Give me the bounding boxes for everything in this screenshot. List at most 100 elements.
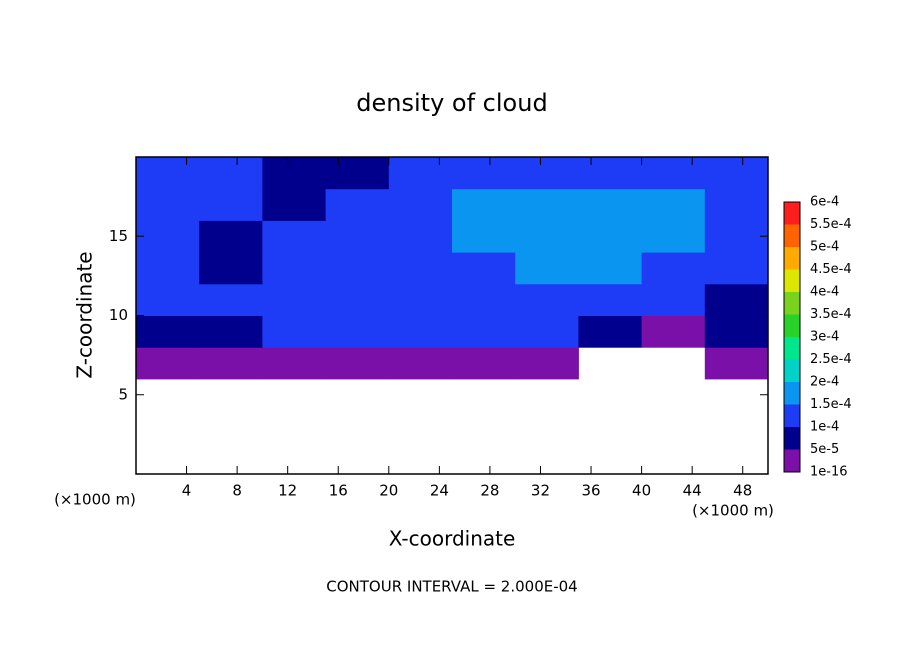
contour-cell [452, 315, 516, 348]
colorbar-label: 1.5e-4 [810, 397, 852, 412]
contour-cell [136, 315, 200, 348]
x-tick-label: 44 [683, 482, 702, 500]
contour-cell [199, 347, 263, 380]
contour-cell [704, 220, 769, 253]
colorbar-swatch [784, 404, 800, 427]
contour-cell [325, 283, 390, 316]
contour-cell [515, 220, 579, 253]
contour-cell [388, 188, 453, 221]
colorbar-label: 1e-4 [810, 420, 839, 435]
colorbar-label: 2.5e-4 [810, 352, 852, 367]
y-tick-label: 15 [109, 227, 128, 245]
contour-cell [388, 283, 453, 316]
colorbar-swatch [784, 449, 800, 472]
colorbar-label: 5e-5 [810, 442, 839, 457]
colorbar-label: 6e-4 [810, 195, 839, 210]
colorbar-frame [783, 201, 801, 473]
contour-cell [452, 220, 516, 253]
contour-cell [325, 252, 390, 285]
colorbar-swatch [784, 359, 800, 382]
contour-cell [452, 347, 516, 380]
contour-cell [136, 252, 200, 285]
contour-cell [262, 283, 327, 316]
colorbar-label: 4e-4 [810, 285, 839, 300]
colorbar-swatch [784, 224, 800, 247]
contour-cell [136, 283, 200, 316]
contour-cell [515, 315, 579, 348]
contour-cell [452, 252, 516, 285]
contour-cell [641, 188, 706, 221]
contour-cell [388, 252, 453, 285]
contour-cell [578, 252, 643, 285]
colorbar-swatch [784, 314, 800, 337]
contour-cell [136, 220, 200, 253]
contour-cell [262, 347, 327, 380]
colorbar-label: 4.5e-4 [810, 262, 852, 277]
contour-cell [388, 220, 453, 253]
contour-cell [199, 283, 263, 316]
x-tick-label: 28 [480, 482, 499, 500]
x-unit: (×1000 m) [692, 502, 774, 520]
contour-cell [388, 315, 453, 348]
contour-cell [578, 220, 643, 253]
contour-cell [578, 157, 643, 190]
colorbar-label: 3e-4 [810, 330, 839, 345]
x-tick-label: 24 [430, 482, 449, 500]
chart-title: density of cloud [356, 89, 547, 117]
colorbar-label: 3.5e-4 [810, 307, 852, 322]
colorbar-swatch [784, 247, 800, 270]
contour-cell [136, 347, 200, 380]
contour-cell [199, 188, 263, 221]
contour-cell [452, 283, 516, 316]
contour-cell [578, 188, 643, 221]
x-axis-label: X-coordinate [389, 527, 516, 551]
contour-cell [641, 252, 706, 285]
colorbar-swatch [784, 427, 800, 450]
x-tick-label: 36 [581, 482, 600, 500]
contour-cell [325, 315, 390, 348]
colorbar-swatch [784, 292, 800, 315]
contour-cell [641, 157, 706, 190]
contour-cell [515, 188, 579, 221]
contour-cell [515, 283, 579, 316]
contour-cell [704, 252, 769, 285]
x-tick-label: 12 [278, 482, 297, 500]
contour-cell [388, 157, 453, 190]
contour-cell [452, 157, 516, 190]
y-unit: (×1000 m) [54, 491, 136, 509]
contour-cell [704, 315, 769, 348]
contour-cell [452, 188, 516, 221]
colorbar-label: 1e-16 [810, 465, 848, 480]
contour-cell [515, 347, 579, 380]
contour-cell [515, 157, 579, 190]
colorbar-swatch [784, 202, 800, 225]
x-tick-label: 32 [531, 482, 550, 500]
y-tick-label: 5 [118, 385, 128, 403]
contour-cell [262, 315, 327, 348]
contour-cell [199, 252, 263, 285]
contour-cell [578, 283, 643, 316]
contour-cell [262, 252, 327, 285]
contour-cell [262, 188, 327, 221]
contour-cell [136, 188, 200, 221]
x-tick-label: 20 [379, 482, 398, 500]
contour-cell [325, 188, 390, 221]
y-tick-label: 10 [109, 306, 128, 324]
contour-cell [388, 347, 453, 380]
contour-cell [199, 157, 263, 190]
contour-cell [704, 188, 769, 221]
colorbar-label: 5e-4 [810, 240, 839, 255]
contour-cell [641, 220, 706, 253]
contour-cell [704, 283, 769, 316]
colorbar-swatch [784, 382, 800, 405]
contour-cell [515, 252, 579, 285]
contour-cell [704, 157, 769, 190]
x-tick-label: 48 [733, 482, 752, 500]
colorbar-swatch [784, 269, 800, 292]
x-tick-label: 16 [329, 482, 348, 500]
x-tick-label: 4 [182, 482, 192, 500]
colorbar-label: 5.5e-4 [810, 217, 852, 232]
contour-cell [262, 220, 327, 253]
contour-cell [641, 315, 706, 348]
